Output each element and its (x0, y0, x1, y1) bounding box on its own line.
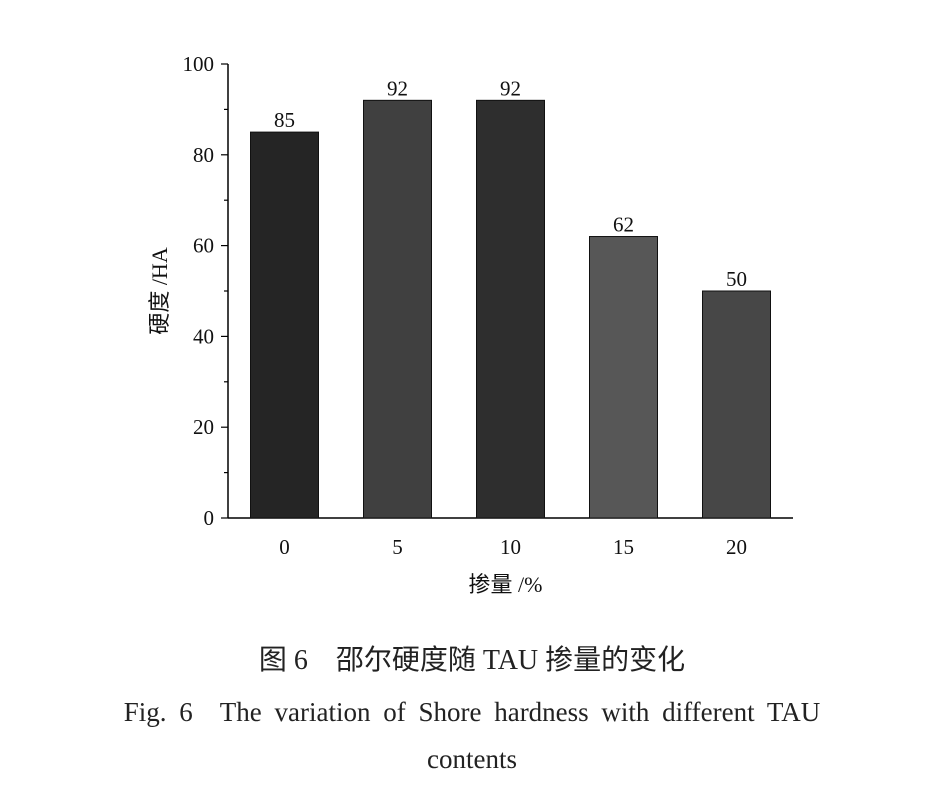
caption-en-line2: contents (427, 744, 517, 774)
y-tick-label: 60 (193, 234, 214, 258)
y-tick-label: 80 (193, 143, 214, 167)
x-tick-label: 0 (279, 535, 290, 559)
bar-value-label: 92 (387, 76, 408, 100)
bar (476, 99, 545, 519)
y-tick-label: 20 (193, 415, 214, 439)
bar-value-label: 50 (726, 267, 747, 291)
x-tick-label: 10 (500, 535, 521, 559)
bar (250, 131, 319, 519)
bar-chart: 0 20 40 60 80 100 85 0 92 5 92 10 62 15 50 20 掺量 /% 硬度 /H… (147, 52, 793, 597)
bar-value-label: 92 (500, 76, 521, 100)
y-tick-label: 0 (204, 506, 215, 530)
y-tick-label: 40 (193, 324, 214, 348)
bar-value-label: 62 (613, 213, 634, 237)
x-tick-label: 5 (392, 535, 403, 559)
caption-en-line1: Fig. 6 The variation of Shore hardness w… (123, 697, 821, 727)
x-axis-label: 掺量 /% (469, 572, 543, 597)
x-tick-label: 20 (726, 535, 747, 559)
y-tick-label: 100 (183, 52, 215, 76)
caption-cn: 图 6 邵尔硬度随 TAU 掺量的变化 (258, 645, 686, 676)
bar-value-label: 85 (274, 108, 295, 132)
x-tick-label: 15 (613, 535, 634, 559)
bar (702, 290, 771, 519)
bar (363, 99, 432, 519)
y-axis-label: 硬度 /HA (147, 247, 172, 335)
bar (589, 236, 658, 519)
